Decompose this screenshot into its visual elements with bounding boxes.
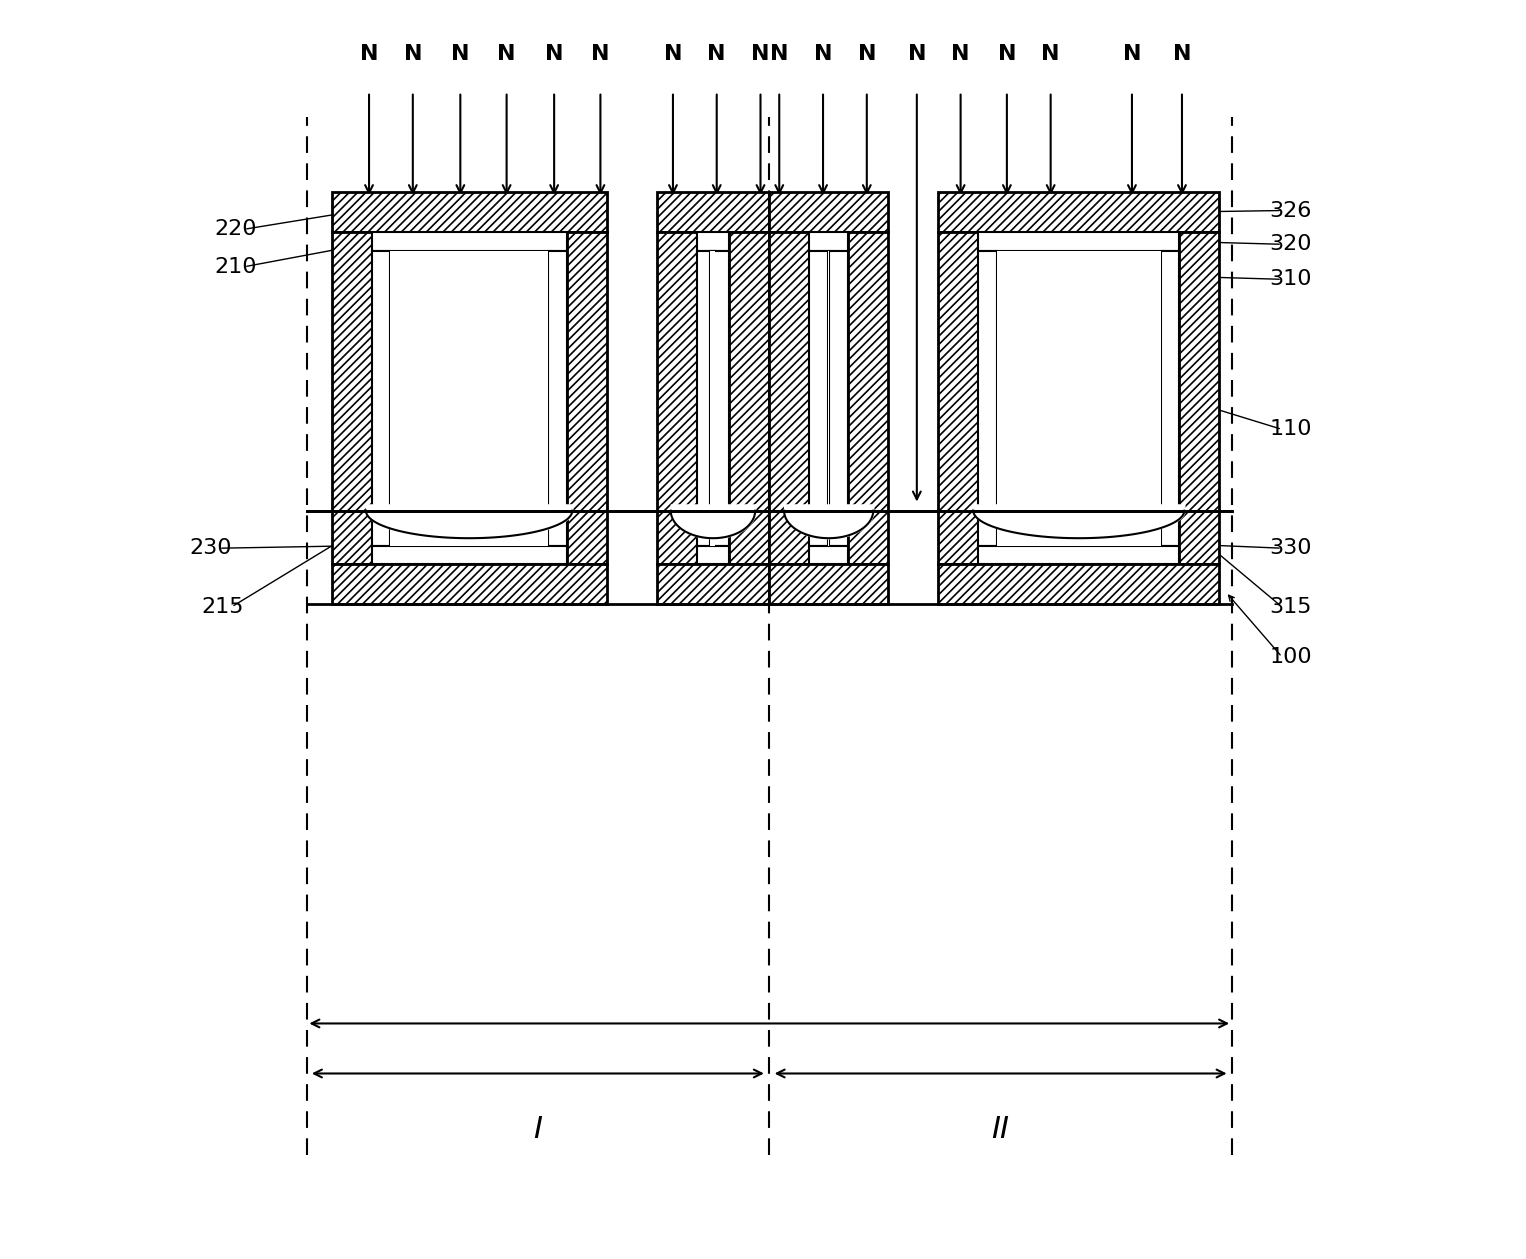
Bar (938, 232, 978, 564)
Bar (769, 191, 888, 232)
Bar (938, 564, 1219, 604)
Bar (566, 232, 607, 564)
Bar (697, 251, 716, 545)
Bar (769, 232, 809, 564)
Bar (769, 232, 809, 564)
Text: 215: 215 (201, 597, 244, 617)
Text: N: N (452, 44, 470, 64)
Bar (978, 545, 1180, 564)
Text: N: N (591, 44, 610, 64)
Text: N: N (1172, 44, 1192, 64)
Bar (711, 251, 729, 545)
Text: N: N (951, 44, 971, 64)
Bar (769, 564, 888, 604)
Text: 310: 310 (1270, 269, 1312, 290)
Bar (697, 232, 729, 251)
Bar (809, 251, 829, 545)
Bar (938, 232, 978, 564)
Bar (848, 232, 888, 564)
Bar (656, 232, 697, 564)
Text: 330: 330 (1270, 538, 1312, 558)
Bar (331, 232, 371, 564)
Bar (331, 191, 607, 232)
Text: 100: 100 (1270, 647, 1312, 667)
Text: N: N (360, 44, 378, 64)
Bar (331, 191, 607, 232)
Bar (331, 564, 607, 604)
Bar (307, 511, 1231, 604)
Bar (938, 191, 1219, 232)
Text: 110: 110 (1270, 419, 1312, 439)
Bar (656, 564, 769, 604)
Bar (656, 191, 769, 232)
Bar (996, 251, 1161, 545)
Text: N: N (858, 44, 876, 64)
Text: N: N (708, 44, 726, 64)
Text: II: II (992, 1115, 1010, 1144)
Bar (938, 191, 1219, 232)
Bar (697, 545, 729, 564)
Bar (711, 251, 716, 545)
Bar (1180, 232, 1219, 564)
Text: N: N (497, 44, 516, 64)
Bar (371, 232, 566, 251)
Text: N: N (1041, 44, 1061, 64)
Text: N: N (664, 44, 682, 64)
Text: 230: 230 (189, 538, 232, 558)
Text: 210: 210 (214, 257, 256, 277)
Text: 220: 220 (214, 219, 256, 239)
Text: N: N (751, 44, 769, 64)
Text: 326: 326 (1270, 200, 1312, 220)
Bar (978, 251, 996, 545)
Bar (656, 564, 769, 604)
Text: N: N (908, 44, 926, 64)
Bar (938, 564, 1219, 604)
Text: I: I (534, 1115, 542, 1144)
Bar (729, 232, 769, 564)
Bar (848, 232, 888, 564)
Bar (769, 564, 888, 604)
Text: 320: 320 (1270, 234, 1312, 254)
Text: N: N (998, 44, 1016, 64)
Bar (371, 251, 391, 545)
Bar (809, 232, 848, 251)
Text: N: N (403, 44, 423, 64)
Bar (729, 232, 769, 564)
Text: N: N (813, 44, 832, 64)
Bar (769, 191, 888, 232)
Bar (656, 191, 769, 232)
Text: 315: 315 (1270, 597, 1312, 617)
Bar (809, 545, 848, 564)
Bar (1161, 251, 1180, 545)
Text: N: N (545, 44, 563, 64)
Bar (331, 564, 607, 604)
Bar (548, 251, 566, 545)
Bar (371, 545, 566, 564)
Bar (978, 232, 1180, 251)
Bar (566, 232, 607, 564)
Bar (656, 232, 697, 564)
Bar (391, 251, 548, 545)
Bar (331, 232, 371, 564)
Text: N: N (1123, 44, 1141, 64)
Text: N: N (771, 44, 789, 64)
Bar (829, 251, 848, 545)
Bar (1180, 232, 1219, 564)
